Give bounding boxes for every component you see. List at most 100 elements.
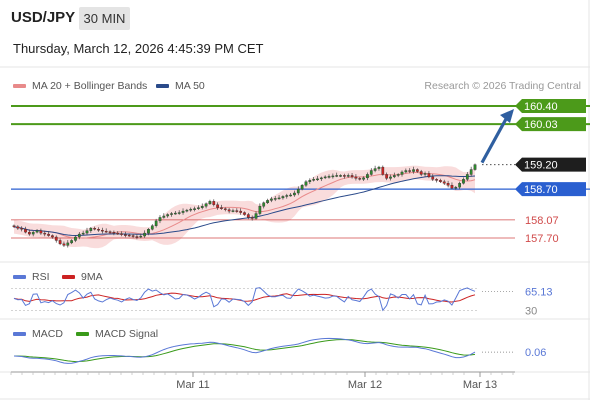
legend-label-ma20: MA 20 + Bollinger Bands [32,80,148,92]
candle [81,230,85,236]
candle-body [16,226,20,229]
candle [389,174,392,181]
x-tick-label: Mar 12 [348,379,382,391]
candle [335,172,339,178]
candle-body [185,209,189,212]
candle-body [304,181,308,186]
candle-body [51,235,54,238]
candle-body [246,214,250,218]
candle-body [281,196,285,199]
candle [258,203,262,216]
candle [323,175,327,180]
candle [77,232,81,240]
candle-body [354,176,358,179]
candle-body [31,231,35,235]
candle-body [197,207,200,209]
candle-body [81,232,85,235]
candle-body [154,220,158,226]
candle [350,173,354,179]
candle-body [135,236,139,238]
candle [296,186,300,196]
candle-body [427,173,431,178]
candle [358,177,362,181]
rsi-value-label: 65.13 [525,286,553,298]
candle [166,213,170,218]
candle [316,176,319,182]
candle [412,166,415,174]
candle-body [131,235,135,237]
level-label-pivot: 158.70 [524,184,558,196]
candle-body [377,166,381,169]
candle-body [293,192,296,196]
candle-body [369,170,373,175]
candle [200,203,204,210]
candle-body [465,174,469,180]
legend-label-rsi-ma: 9MA [81,271,103,283]
candle [454,185,458,190]
candle-body [300,184,304,190]
candle-body [319,177,323,180]
candle-body [412,169,415,172]
candle [223,207,227,212]
candle-body [35,230,39,233]
candle [35,229,39,234]
legend-swatch-rsi [13,275,26,280]
candle [177,210,181,215]
candle [58,238,62,246]
candle [170,211,173,217]
candle [139,233,143,239]
candle [97,227,100,232]
candle [308,178,312,184]
candle-body [450,184,454,189]
candle [104,228,108,233]
macd-signal-line [14,339,476,363]
timeframe-badge[interactable]: 30 MIN [79,7,130,30]
candle [93,226,97,231]
candle [289,192,292,197]
candle-body [392,175,396,178]
candle-body [58,240,62,245]
candle-body [454,186,458,189]
legend-label-macd-signal: MACD Signal [95,328,159,340]
candle [404,168,408,174]
candle-body [223,208,227,210]
candle-body [216,204,219,208]
candle [331,173,335,179]
rsi-line [13,287,476,312]
candle-body [43,232,47,235]
candle [39,228,43,235]
candle-body [177,212,181,214]
candle-body [97,228,100,231]
candle-body [20,228,24,230]
candle [43,230,47,237]
level-label-support: 158.07 [525,215,559,227]
macd-line [13,337,476,364]
level-tag-resistance [515,117,586,132]
candle-body [70,240,73,244]
legend-ma50: MA 50 [156,80,205,92]
projection-arrowhead [500,109,514,123]
candle-body [108,231,112,233]
candle-body [439,180,442,182]
candle-body [258,206,262,214]
candle [416,168,419,173]
candle [304,180,308,187]
x-tick-label: Mar 13 [463,379,497,391]
candle [446,180,450,188]
candle-body [104,230,108,233]
candle [339,174,342,178]
candle-body [366,174,369,179]
candle-body [74,236,77,241]
candle [458,181,461,190]
candle-body [170,213,173,215]
candle-body [462,179,465,184]
candle [208,199,212,205]
candle [181,208,185,215]
candle [127,233,131,237]
candle-body [181,210,185,213]
candle [227,208,231,214]
candle-body [442,181,446,184]
candle [435,178,438,183]
candle [262,201,266,209]
